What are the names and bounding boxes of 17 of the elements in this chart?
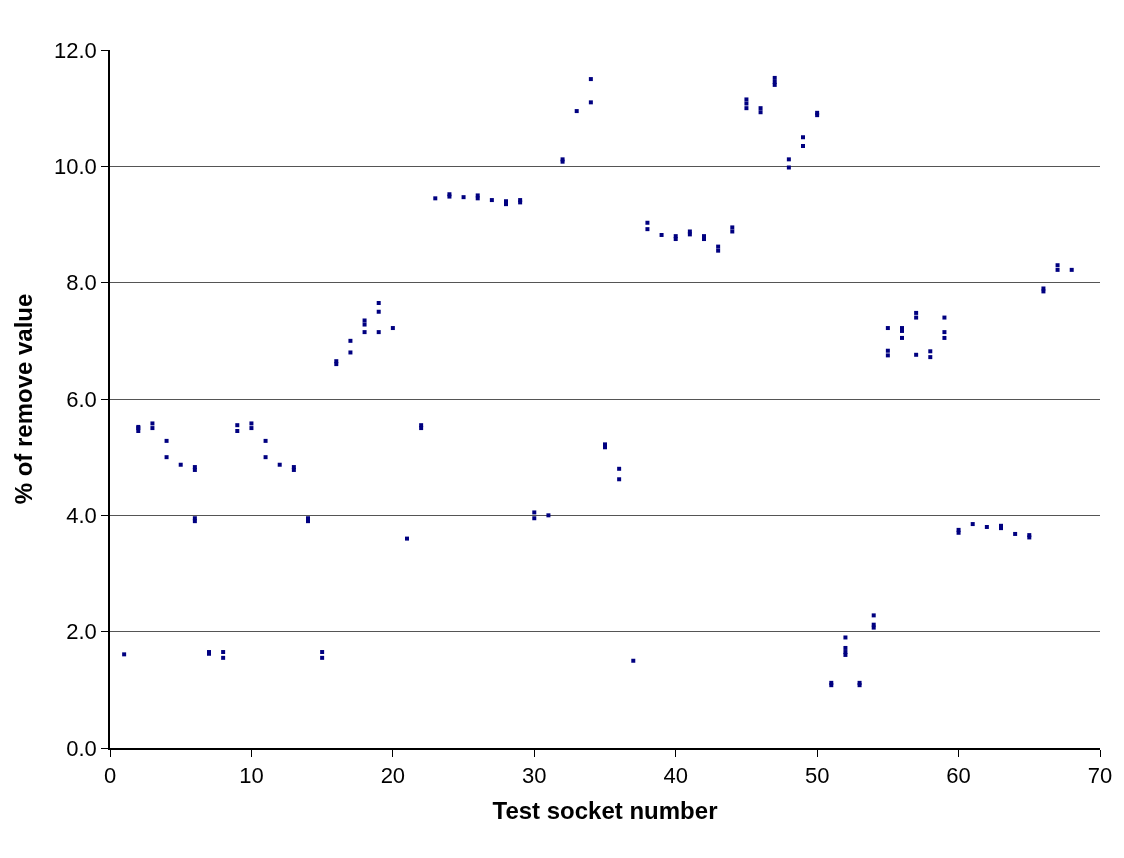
y-tick-label: 8.0 bbox=[66, 270, 97, 296]
y-tick-label: 12.0 bbox=[54, 37, 97, 63]
y-tick-label: 6.0 bbox=[66, 386, 97, 412]
x-tick-label: 30 bbox=[522, 763, 547, 789]
x-tick-label: 50 bbox=[804, 763, 830, 789]
y-tick-label: 2.0 bbox=[66, 619, 97, 645]
x-tick-label: 40 bbox=[663, 763, 688, 789]
y-tick-label: 4.0 bbox=[66, 503, 97, 529]
x-tick-label: 10 bbox=[239, 763, 264, 789]
x-tick-label: 60 bbox=[946, 763, 971, 789]
x-tick-label: 70 bbox=[1087, 763, 1113, 789]
y-tick-label: 10.0 bbox=[54, 154, 97, 180]
x-tick-label: 20 bbox=[380, 763, 406, 789]
x-tick-label: 0 bbox=[103, 763, 117, 789]
y-tick-label: 0.0 bbox=[66, 735, 97, 761]
x-axis-title: Test socket number bbox=[492, 796, 718, 824]
y-axis-title: % of remove value bbox=[9, 293, 37, 505]
